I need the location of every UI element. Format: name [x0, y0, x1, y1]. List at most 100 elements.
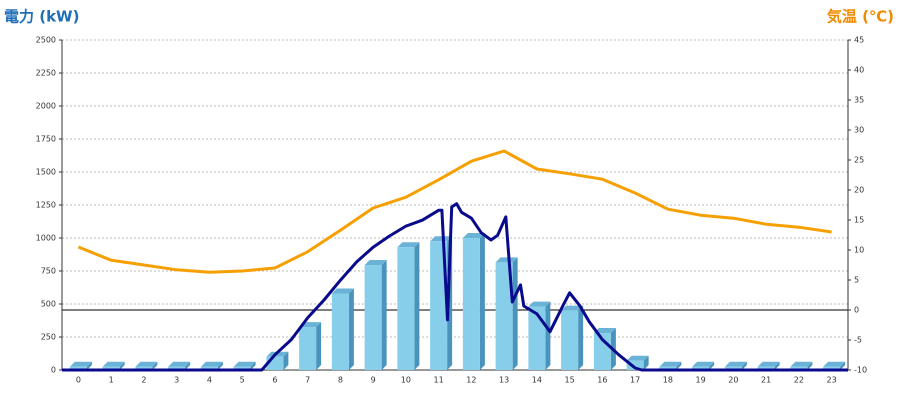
y-tick-label: 2000 — [36, 102, 56, 111]
y-tick-label: 250 — [41, 333, 56, 342]
bar — [462, 238, 480, 370]
bar — [200, 366, 218, 370]
y2-tick-label: 35 — [854, 96, 864, 105]
x-tick-label: 14 — [532, 376, 542, 385]
bar — [397, 247, 415, 370]
x-tick-label: 16 — [597, 376, 607, 385]
x-tick-label: 20 — [728, 376, 738, 385]
bar-top — [397, 242, 420, 248]
bar-top — [233, 361, 256, 367]
bar-top — [200, 361, 223, 367]
bar-side — [709, 361, 715, 370]
bar-side — [217, 361, 223, 370]
y2-tick-label: 10 — [854, 246, 864, 255]
bar-side — [545, 301, 551, 370]
bar — [331, 293, 349, 370]
temperature-line — [77, 149, 832, 274]
bar-top — [135, 361, 158, 367]
x-tick-label: 7 — [305, 376, 310, 385]
bar-side — [512, 257, 518, 370]
bar — [757, 366, 775, 370]
x-tick-label: 11 — [434, 376, 444, 385]
bar-top — [626, 355, 649, 361]
x-tick-label: 0 — [76, 376, 81, 385]
y2-tick-label: -10 — [854, 366, 867, 375]
bar-side — [643, 355, 649, 370]
x-tick-label: 2 — [141, 376, 146, 385]
bar — [659, 366, 677, 370]
bar-top — [757, 361, 780, 367]
bar-side — [774, 361, 780, 370]
x-tick-label: 8 — [338, 376, 343, 385]
x-tick-label: 3 — [174, 376, 179, 385]
y-tick-label: 2500 — [36, 36, 56, 45]
bar-top — [593, 328, 616, 334]
bar-top — [659, 361, 682, 367]
bar — [528, 306, 546, 370]
bar — [626, 360, 644, 370]
y-tick-label: 2250 — [36, 69, 56, 78]
x-tick-label: 9 — [371, 376, 376, 385]
bar-top — [724, 361, 747, 367]
bar-side — [152, 361, 158, 370]
bar-side — [283, 351, 289, 370]
y-tick-label: 0 — [51, 366, 56, 375]
bar — [430, 241, 448, 370]
bar-top — [495, 257, 518, 263]
bar — [233, 366, 251, 370]
bar — [561, 310, 579, 370]
bar-top — [561, 305, 584, 311]
bar-side — [348, 288, 354, 370]
y2-tick-label: 15 — [854, 216, 864, 225]
bar — [168, 366, 186, 370]
x-tick-label: 18 — [663, 376, 673, 385]
bar-top — [692, 361, 715, 367]
bar-top — [528, 301, 551, 307]
bar-side — [479, 233, 485, 370]
bar-top — [102, 361, 125, 367]
y2-tick-label: 0 — [854, 306, 859, 315]
y-tick-label: 1500 — [36, 168, 56, 177]
bar — [724, 366, 742, 370]
bar-top — [331, 288, 354, 294]
bar-side — [807, 361, 813, 370]
power-line — [62, 202, 848, 372]
bar — [69, 366, 87, 370]
x-tick-label: 15 — [565, 376, 575, 385]
bar — [495, 262, 513, 370]
bar-top — [823, 361, 846, 367]
bar-side — [250, 361, 256, 370]
y2-tick-label: 25 — [854, 156, 864, 165]
bar-top — [430, 236, 453, 242]
y2-tick-label: 5 — [854, 276, 859, 285]
x-tick-label: 21 — [761, 376, 771, 385]
y-tick-label: 1250 — [36, 201, 56, 210]
y2-title: 気温 (℃) — [827, 8, 894, 26]
y-tick-label: 1750 — [36, 135, 56, 144]
bar-side — [578, 305, 584, 370]
y-tick-label: 750 — [41, 267, 56, 276]
x-tick-label: 4 — [207, 376, 212, 385]
bar-side — [86, 361, 92, 370]
bar-top — [364, 260, 387, 266]
x-tick-label: 23 — [827, 376, 837, 385]
x-tick-label: 19 — [696, 376, 706, 385]
bar-side — [119, 361, 125, 370]
bar-side — [414, 242, 420, 370]
bar — [790, 366, 808, 370]
bar-side — [741, 361, 747, 370]
y2-tick-label: 20 — [854, 186, 864, 195]
y2-tick-label: 45 — [854, 36, 864, 45]
x-tick-label: 6 — [272, 376, 277, 385]
bar — [823, 366, 841, 370]
bar-side — [316, 322, 322, 370]
y2-tick-label: 30 — [854, 126, 864, 135]
y2-tick-label: 40 — [854, 66, 864, 75]
bar-side — [185, 361, 191, 370]
bar — [364, 265, 382, 370]
bar-top — [790, 361, 813, 367]
chart-title: 電力 (kW) — [4, 8, 79, 26]
bar — [102, 366, 120, 370]
bar-side — [676, 361, 682, 370]
